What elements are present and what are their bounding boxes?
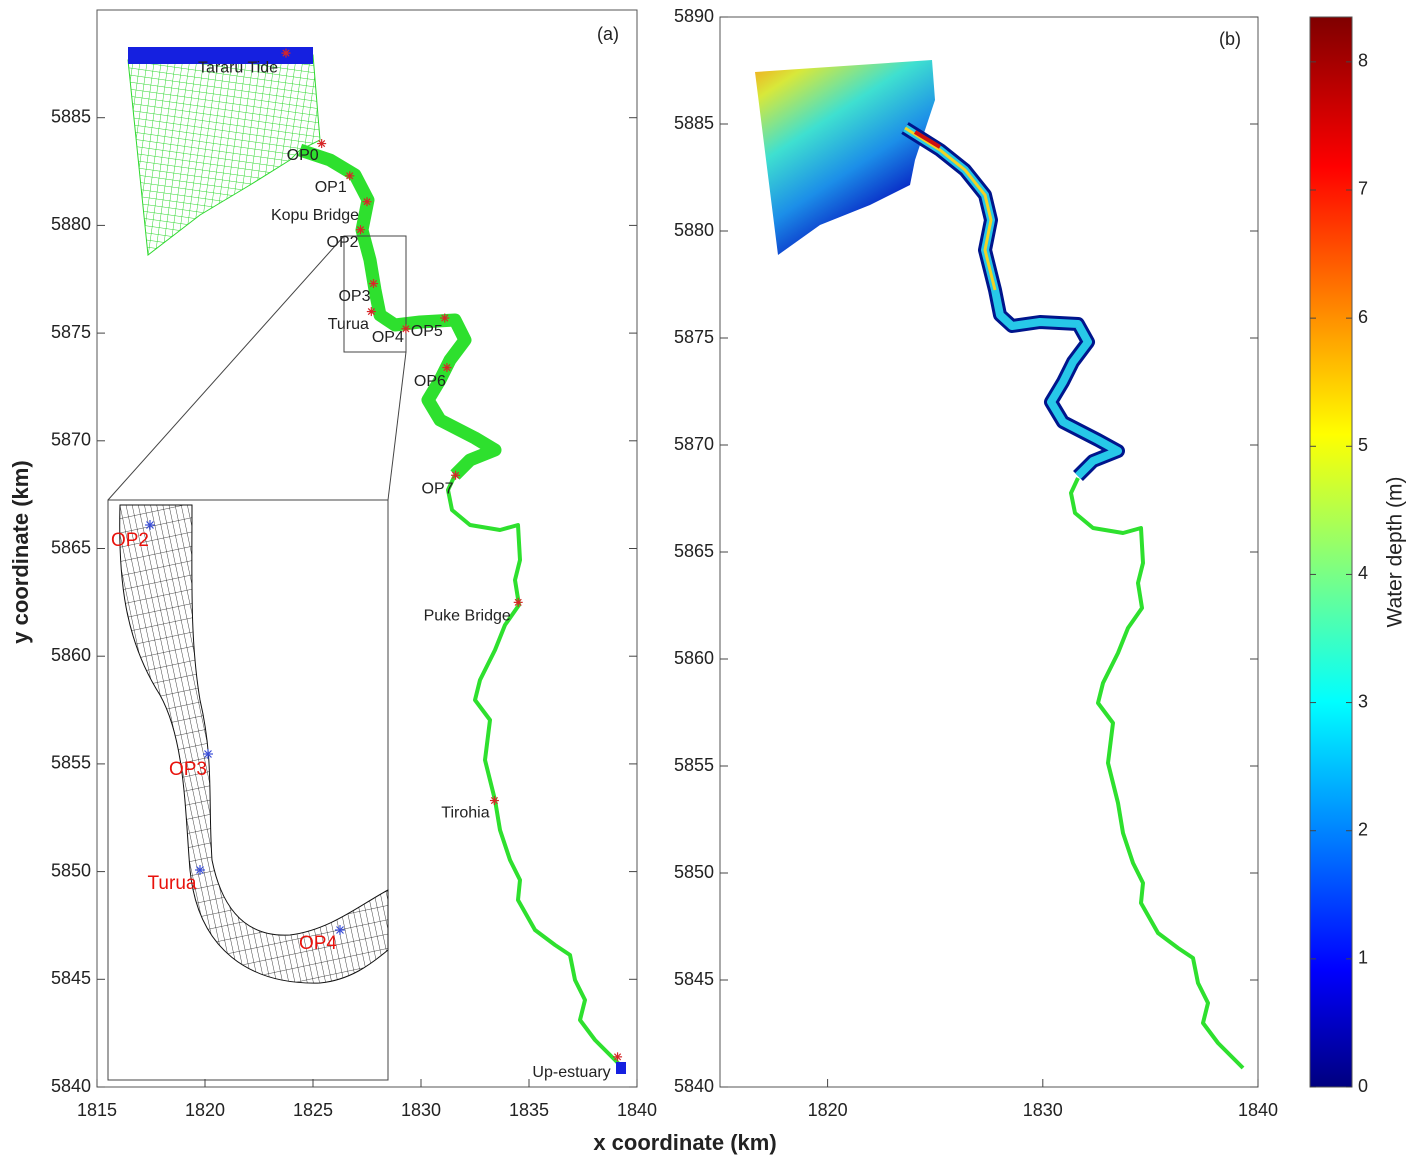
colorbar-tick-label: 0 [1358,1076,1368,1096]
colorbar-tick-label: 1 [1358,948,1368,968]
colorbar-label: Water depth (m) [1384,477,1407,628]
site-label: OP7 [422,480,454,497]
site-marker [368,279,378,289]
x-tick-label: 1840 [617,1100,657,1120]
site-marker [440,313,450,323]
y-tick-label: 5885 [674,113,714,133]
site-marker [281,48,291,58]
y-tick-label: 5880 [51,214,91,234]
y-tick-label: 5845 [674,969,714,989]
y-tick-label: 5860 [674,648,714,668]
site-label: OP2 [327,234,359,251]
colorbar [1309,16,1353,1088]
y-tick-label: 5855 [51,753,91,773]
colorbar-tick-label: 8 [1358,51,1368,71]
x-tick-label: 1815 [77,1100,117,1120]
site-marker [513,597,523,607]
y-tick-label: 5875 [674,327,714,347]
site-marker [451,470,461,480]
site-marker [366,307,376,317]
panel-label: (b) [1219,29,1241,49]
inset-label: OP3 [169,759,207,780]
x-tick-label: 1820 [185,1100,225,1120]
x-tick-label: 1825 [293,1100,333,1120]
y-tick-label: 5875 [51,322,91,342]
inset-label: OP4 [299,933,337,954]
x-tick-label: 1830 [401,1100,441,1120]
y-tick-label: 5845 [51,968,91,988]
mesh-layer [107,47,626,1081]
site-marker [362,197,372,207]
x-tick-label: 1830 [1023,1100,1063,1120]
inset-marker [145,520,155,530]
site-label: Turua [328,316,369,333]
site-label: Tararu Tide [198,59,278,76]
site-label: Up-estuary [532,1064,610,1081]
site-marker [317,139,327,149]
site-marker [345,171,355,181]
y-tick-label: 5840 [674,1076,714,1096]
site-label: OP3 [338,288,370,305]
colorbar-tick-label: 5 [1358,435,1368,455]
inset-marker [335,925,345,935]
site-marker [356,225,366,235]
y-tick-label: 5865 [674,541,714,561]
inset-label: OP2 [111,530,149,551]
site-label: Kopu Bridge [271,207,359,224]
colorbar-tick-label: 3 [1358,691,1368,711]
site-label: OP5 [411,323,443,340]
site-label: OP4 [372,329,404,346]
y-tick-label: 5855 [674,755,714,775]
y-tick-label: 5850 [51,860,91,880]
site-marker [401,324,411,334]
x-axis-label: x coordinate (km) [593,1130,776,1155]
site-label: Puke Bridge [424,608,511,625]
site-marker [613,1052,623,1062]
y-tick-label: 5870 [51,430,91,450]
x-tick-label: 1840 [1238,1100,1278,1120]
inset-label: Turua [148,873,197,894]
y-tick-label: 5860 [51,645,91,665]
y-tick-label: 5865 [51,537,91,557]
y-axis-label: y coordinate (km) [8,460,33,643]
y-tick-label: 5850 [674,862,714,882]
colorbar-tick-label: 4 [1358,563,1368,583]
colorbar-tick-label: 6 [1358,307,1368,327]
y-tick-label: 5880 [674,220,714,240]
site-label: OP1 [315,179,347,196]
x-tick-label: 1820 [808,1100,848,1120]
site-label: OP6 [414,373,446,390]
site-label: Tirohia [441,805,489,822]
inset-marker [203,749,213,759]
y-tick-label: 5870 [674,434,714,454]
inset-marker [195,865,205,875]
depth-layer [755,60,1245,1070]
panel-label: (a) [597,24,619,44]
y-tick-label: 5840 [51,1076,91,1096]
site-marker [489,796,499,806]
site-marker [442,363,452,373]
site-label: OP0 [287,147,319,164]
y-tick-label: 5885 [51,106,91,126]
y-tick-label: 5890 [674,6,714,26]
colorbar-tick-label: 2 [1358,819,1368,839]
colorbar-tick-label: 7 [1358,179,1368,199]
x-tick-label: 1835 [509,1100,549,1120]
